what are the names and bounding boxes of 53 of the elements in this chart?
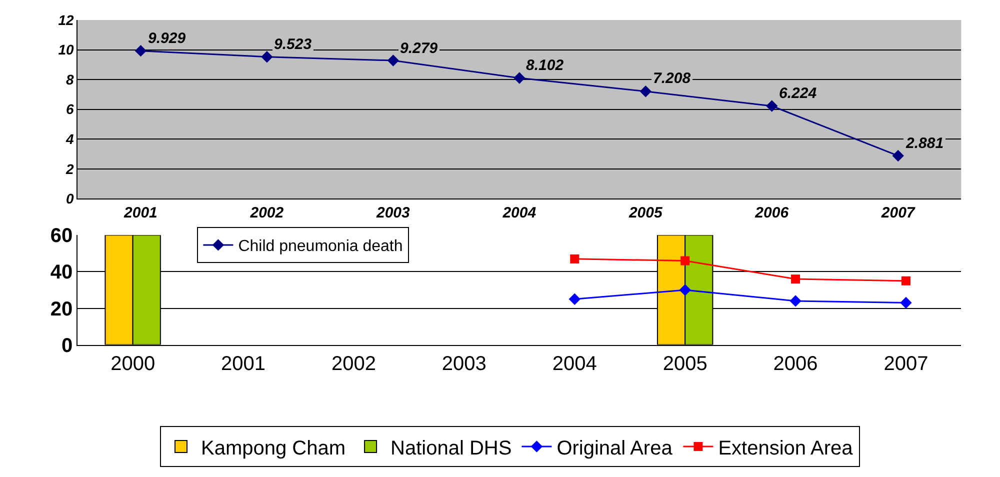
y-tick-label: 0 (66, 190, 74, 207)
legend-label: Original Area (556, 437, 674, 460)
y-tick-label: 10 (58, 42, 74, 58)
point (680, 256, 690, 266)
y-tick-label: 2 (65, 160, 74, 177)
legend-label: Extension Area (718, 437, 854, 460)
data-label: 9.279 (400, 40, 438, 57)
y-tick-label: 4 (65, 130, 74, 147)
point (568, 293, 580, 305)
data-label: 8.102 (526, 57, 564, 74)
point (900, 296, 912, 309)
point (901, 276, 910, 286)
y-tick-label: 12 (58, 12, 74, 28)
legend-label: Child pneumonia death (238, 238, 403, 256)
y-tick-label: 6 (66, 101, 74, 118)
x-tick-label: 2001 (221, 352, 266, 375)
x-tick-label: 2002 (249, 204, 284, 222)
point (261, 51, 273, 63)
y-tick-label: 0 (61, 334, 73, 357)
x-tick-label: 2003 (375, 204, 411, 222)
point (679, 284, 691, 296)
point (790, 295, 802, 307)
x-tick-label: 2005 (628, 204, 663, 222)
y-tick-label: 60 (50, 225, 73, 248)
y-tick-label: 20 (50, 298, 73, 320)
data-label: 9.523 (274, 36, 312, 53)
x-tick-label: 2005 (662, 352, 708, 375)
point (892, 150, 904, 162)
x-tick-label: 2003 (442, 352, 486, 375)
x-tick-label: 2004 (502, 204, 537, 222)
legend-label: National DHS (390, 437, 512, 460)
y-tick-label: 40 (50, 262, 73, 284)
x-tick-label: 2002 (331, 352, 376, 375)
x-tick-label: 2000 (110, 352, 156, 375)
data-label: 6.224 (779, 85, 818, 102)
point (134, 44, 147, 57)
x-tick-label: 2007 (880, 204, 916, 222)
point (766, 100, 778, 112)
x-tick-label: 2006 (773, 352, 818, 375)
point (387, 54, 400, 66)
point (791, 274, 800, 284)
y-tick-label: 8 (66, 71, 74, 88)
point (640, 85, 652, 98)
legend-label: Kampong Cham (201, 437, 346, 460)
x-tick-label: 2001 (123, 204, 158, 222)
point (570, 254, 580, 264)
data-label: 2.881 (905, 135, 944, 152)
x-tick-label: 2004 (552, 352, 597, 375)
data-label: 9.929 (148, 30, 186, 47)
x-tick-label: 2006 (754, 204, 790, 222)
data-label: 7.208 (653, 70, 692, 87)
x-tick-label: 2007 (884, 352, 928, 375)
point (514, 72, 526, 84)
